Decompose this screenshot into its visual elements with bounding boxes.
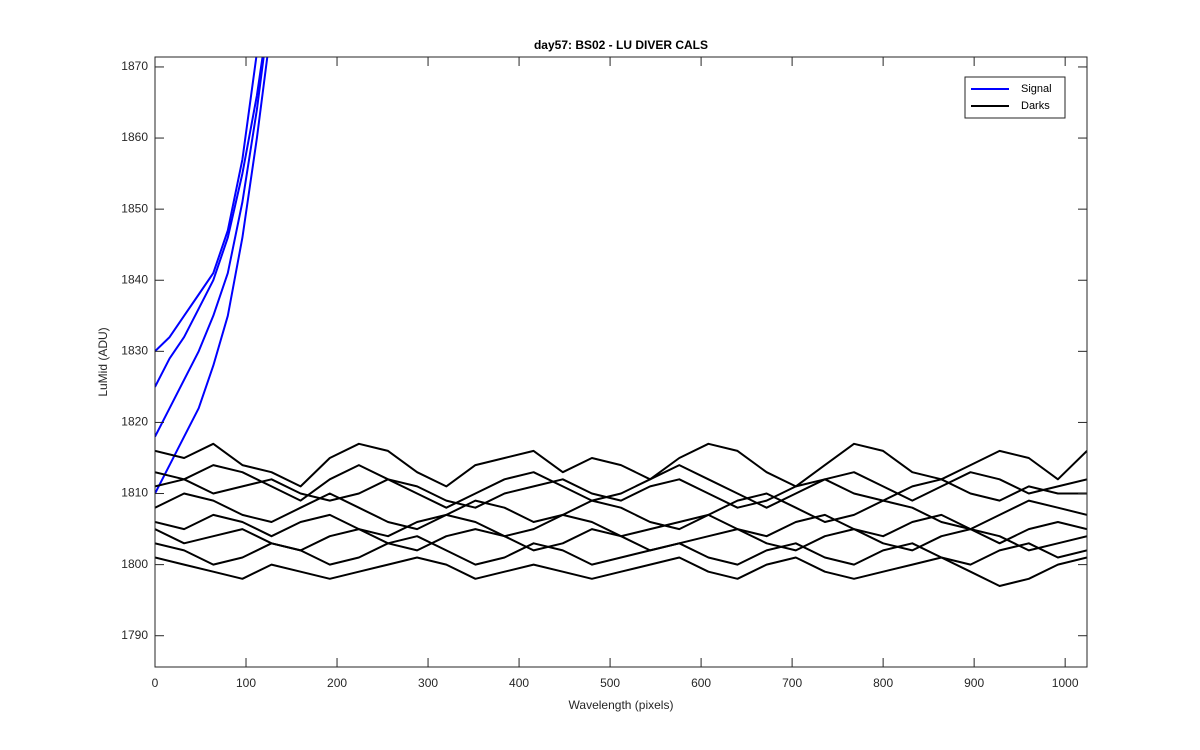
x-tick-label: 900 xyxy=(964,676,984,690)
data-line xyxy=(155,556,1087,587)
x-tick-label: 600 xyxy=(691,676,711,690)
legend-label: Signal xyxy=(1021,83,1052,95)
x-tick-label: 100 xyxy=(236,676,256,690)
data-line xyxy=(155,57,265,438)
data-line xyxy=(155,57,264,388)
y-tick-label: 1840 xyxy=(121,272,148,286)
y-tick-label: 1790 xyxy=(121,628,148,642)
x-tick-label: 300 xyxy=(418,676,438,690)
y-tick-label: 1820 xyxy=(121,415,148,429)
legend-label: Darks xyxy=(1021,100,1050,112)
data-line xyxy=(155,535,1087,566)
x-axis-label: Wavelength (pixels) xyxy=(569,698,674,712)
y-axis-label: LuMid (ADU) xyxy=(96,327,110,396)
data-line xyxy=(155,57,258,353)
data-line xyxy=(155,464,1087,509)
axes-box xyxy=(154,56,1088,668)
data-line xyxy=(155,442,1087,488)
plot-area xyxy=(155,57,1087,587)
x-tick-label: 400 xyxy=(509,676,529,690)
data-line xyxy=(155,478,1087,509)
y-tick-label: 1870 xyxy=(121,59,148,73)
y-tick-label: 1830 xyxy=(121,344,148,358)
x-tick-label: 800 xyxy=(873,676,893,690)
x-tick-label: 700 xyxy=(782,676,802,690)
y-tick-label: 1800 xyxy=(121,557,148,571)
x-tick-label: 1000 xyxy=(1052,676,1079,690)
x-tick-label: 200 xyxy=(327,676,347,690)
data-line xyxy=(155,528,1087,552)
x-tick-label: 500 xyxy=(600,676,620,690)
legend-box xyxy=(964,76,1066,119)
y-tick-label: 1810 xyxy=(121,486,148,500)
chart-title: day57: BS02 - LU DIVER CALS xyxy=(534,38,708,52)
y-tick-label: 1850 xyxy=(121,201,148,215)
y-tick-label: 1860 xyxy=(121,130,148,144)
x-tick-label: 0 xyxy=(152,676,159,690)
